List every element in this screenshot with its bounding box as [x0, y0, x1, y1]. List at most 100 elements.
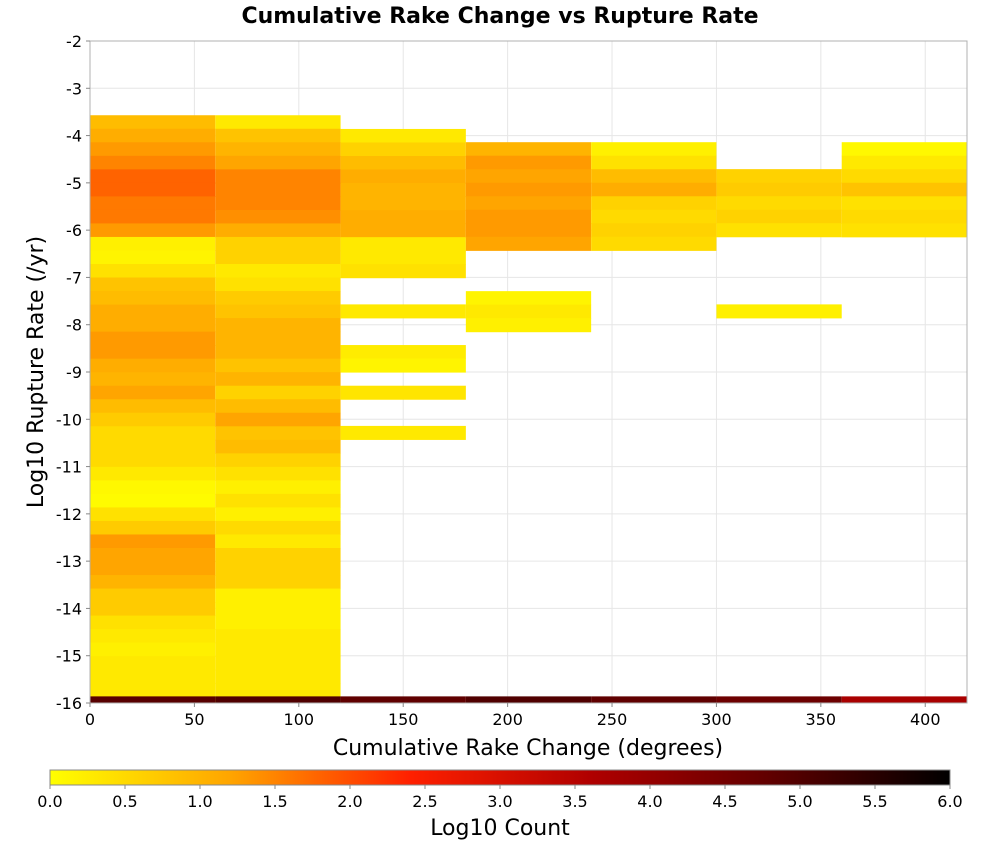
heatmap-cell	[465, 142, 592, 157]
y-tick-label: -15	[56, 647, 82, 666]
y-tick-label: -13	[56, 552, 82, 571]
colorbar-tick-label: 0.0	[37, 792, 62, 811]
x-tick-label: 300	[701, 710, 732, 729]
heatmap-cell	[90, 412, 216, 427]
heatmap-cell	[591, 209, 717, 224]
heatmap-cell	[215, 480, 341, 495]
heatmap-cell	[591, 236, 717, 251]
heatmap-cell	[465, 696, 592, 704]
heatmap-cell	[465, 223, 592, 238]
heatmap-cell	[90, 318, 216, 333]
heatmap-cell	[340, 304, 466, 319]
chart-title: Cumulative Rake Change vs Rupture Rate	[241, 4, 758, 29]
heatmap-cell	[90, 656, 216, 671]
heatmap-cell	[215, 331, 341, 346]
heatmap-cell	[340, 183, 466, 198]
y-tick-label: -10	[56, 410, 82, 429]
heatmap-cell	[90, 399, 216, 414]
heatmap-cell	[465, 209, 592, 224]
heatmap-cell	[841, 196, 967, 211]
heatmap-cell	[340, 223, 466, 238]
y-tick-label: -7	[66, 268, 82, 287]
heatmap-cell	[90, 575, 216, 590]
colorbar-tick-label: 2.0	[337, 792, 362, 811]
heatmap-cell	[215, 196, 341, 211]
colorbar-tick-label: 0.5	[112, 792, 137, 811]
colorbar-tick-label: 2.5	[412, 792, 437, 811]
heatmap-cell	[90, 385, 216, 400]
heatmap-cell	[90, 196, 216, 211]
heatmap-cell	[340, 169, 466, 184]
heatmap-cell	[841, 696, 967, 704]
heatmap-cell	[90, 358, 216, 373]
heatmap-cell	[215, 561, 341, 576]
colorbar-tick-label: 4.0	[637, 792, 662, 811]
heatmap-cell	[215, 250, 341, 265]
heatmap-cell	[90, 263, 216, 279]
heatmap-cell	[340, 345, 466, 360]
heatmap-cell	[90, 615, 216, 630]
y-tick-label: -4	[66, 127, 82, 146]
heatmap-cell	[90, 250, 216, 265]
heatmap-cell	[215, 128, 341, 143]
heatmap-cells	[90, 115, 967, 704]
heatmap-cell	[841, 169, 967, 184]
colorbar-tick-label: 4.5	[712, 792, 737, 811]
heatmap-cell	[90, 331, 216, 346]
heatmap-cell	[716, 696, 842, 704]
heatmap-cell	[465, 169, 592, 184]
heatmap-cell	[90, 466, 216, 481]
heatmap-cell	[215, 385, 341, 400]
colorbar-tick-label: 1.0	[187, 792, 212, 811]
heatmap-cell	[215, 412, 341, 427]
heatmap-cell	[90, 642, 216, 657]
heatmap-cell	[465, 236, 592, 251]
heatmap-cell	[591, 182, 717, 197]
heatmap-cell	[340, 128, 466, 143]
heatmap-cell	[215, 291, 341, 306]
heatmap-cell	[215, 223, 341, 238]
colorbar-tick-label: 5.5	[862, 792, 887, 811]
y-tick-label: -16	[56, 694, 82, 713]
heatmap-cell	[340, 155, 466, 171]
y-axis-ticks: -2 -3 -4 -5 -6 -7 -8 -9 -10 -11 -12 -13 -14 -15 -16	[56, 32, 90, 713]
heatmap-cell	[215, 263, 341, 279]
x-axis-ticks: 0 50 100 150 200 250 300 350 400	[85, 703, 941, 729]
heatmap-cell	[215, 426, 341, 441]
heatmap-cell	[215, 318, 341, 333]
colorbar	[49, 769, 951, 786]
heatmap-cell	[215, 155, 341, 170]
heatmap-cell	[90, 439, 216, 454]
heatmap-cell	[215, 142, 341, 157]
heatmap-cell	[90, 629, 216, 644]
heatmap-cell	[90, 480, 216, 495]
heatmap-cell	[215, 466, 341, 481]
heatmap-cell	[90, 669, 216, 684]
heatmap-cell	[90, 602, 216, 617]
heatmap-cell	[465, 304, 592, 319]
heatmap-cell	[215, 277, 341, 292]
heatmap-cell	[90, 683, 216, 698]
heatmap-cell	[591, 223, 717, 238]
colorbar-ticks: 0.0 0.5 1.0 1.5 2.0 2.5 3.0 3.5 4.0 4.5 5.0 5.5 6.0	[37, 785, 963, 811]
heatmap-cell	[90, 507, 216, 522]
y-tick-label: -3	[66, 79, 82, 98]
heatmap-cell	[215, 629, 341, 644]
x-tick-label: 200	[492, 710, 523, 729]
heatmap-cell	[716, 223, 842, 238]
heatmap-cell	[340, 264, 466, 279]
heatmap-cell	[215, 602, 341, 617]
heatmap-cell	[215, 575, 341, 590]
heatmap-cell	[90, 277, 216, 292]
heatmap-cell	[841, 142, 967, 157]
heatmap-cell	[90, 493, 216, 508]
heatmap-cell	[215, 534, 341, 549]
colorbar-tick-label: 1.5	[262, 792, 287, 811]
y-tick-label: -9	[66, 363, 82, 382]
heatmap-cell	[591, 196, 717, 211]
heatmap-cell	[215, 547, 341, 563]
heatmap-cell	[340, 142, 466, 157]
heatmap-cell	[90, 209, 216, 224]
heatmap-cell	[215, 642, 341, 657]
heatmap-cell	[716, 182, 842, 197]
